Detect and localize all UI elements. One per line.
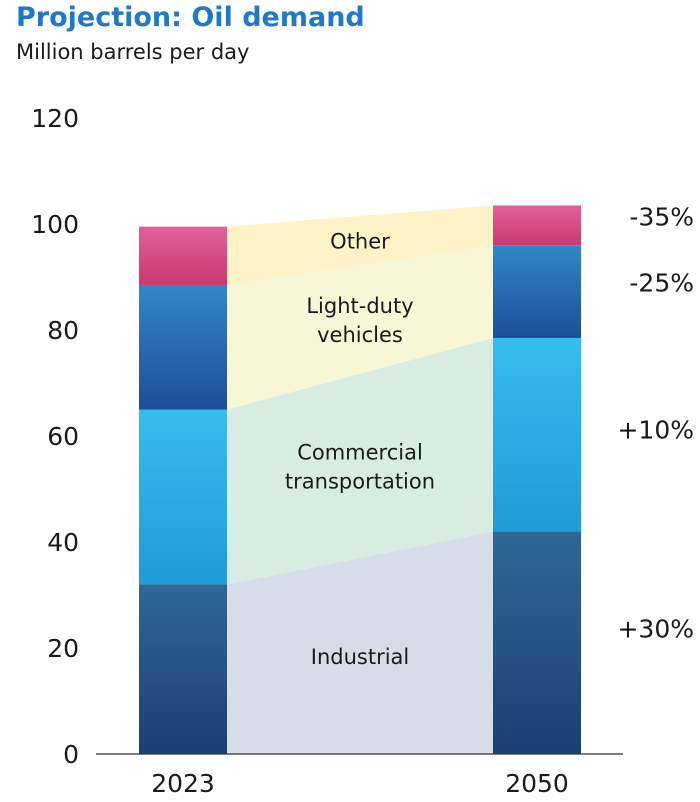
y-tick-label: 0: [63, 740, 79, 769]
y-tick-label: 60: [47, 422, 79, 451]
change-label: -25%: [629, 269, 694, 298]
change-label: +30%: [617, 615, 694, 644]
change-label: +10%: [617, 416, 694, 445]
bar-segment-light-duty-vehicles-2050: [493, 245, 581, 338]
band-light-duty-vehicles: [227, 245, 493, 410]
bar-segment-light-duty-vehicles-2023: [139, 284, 227, 410]
bar-segment-industrial-2050: [493, 531, 581, 754]
band-industrial: [227, 531, 493, 754]
chart-title: Projection: Oil demand: [16, 2, 365, 33]
bar-segment-commercial-transportation-2050: [493, 337, 581, 532]
flow-bands: [227, 205, 493, 754]
labels: Industrial Commercial transportation Light-…: [285, 202, 694, 669]
band-label: Commercial: [297, 440, 423, 464]
bar-segment-other-2050: [493, 205, 581, 246]
band-label: vehicles: [317, 323, 403, 347]
band-label: transportation: [285, 469, 435, 493]
band-label: Light-duty: [306, 294, 413, 318]
y-tick-label: 120: [31, 104, 79, 133]
x-tick-label: 2023: [151, 769, 215, 798]
band-label: Industrial: [311, 645, 410, 669]
bars: [139, 205, 581, 754]
change-label: -35%: [629, 202, 694, 231]
band-label: Other: [330, 230, 390, 254]
bar-segment-commercial-transportation-2023: [139, 409, 227, 585]
bar-segment-industrial-2023: [139, 584, 227, 754]
chart-subtitle: Million barrels per day: [16, 40, 250, 64]
axis: 0 20 40 60 80 100 120 2023 2050: [31, 104, 623, 798]
y-tick-label: 80: [47, 316, 79, 345]
y-tick-label: 40: [47, 528, 79, 557]
bar-segment-other-2023: [139, 226, 227, 285]
band-commercial-transportation: [227, 337, 493, 585]
y-tick-label: 100: [31, 210, 79, 239]
band-other: [227, 205, 493, 285]
y-tick-label: 20: [47, 634, 79, 663]
x-tick-label: 2050: [505, 769, 569, 798]
